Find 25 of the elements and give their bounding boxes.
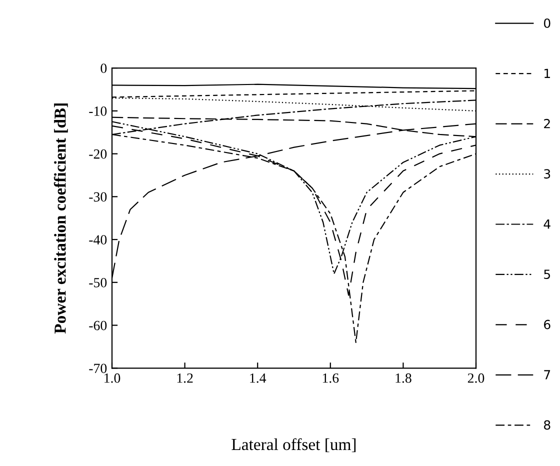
x-tick-label: 2.0	[468, 373, 484, 383]
y-tick-label: -10	[89, 106, 107, 116]
legend-label: 0	[544, 18, 550, 28]
y-tick-label: -30	[89, 192, 107, 202]
legend-label: 7	[544, 370, 550, 380]
y-tick-label: 0	[100, 64, 107, 73]
x-axis-title: Lateral offset [um]	[232, 438, 356, 452]
y-tick-label: -20	[89, 149, 107, 159]
y-tick-label: -60	[89, 320, 107, 330]
x-tick-label: 1.2	[177, 373, 193, 383]
legend-label: 8	[544, 420, 550, 430]
y-tick-label: -70	[89, 364, 107, 374]
y-axis-title: Power excitation coefficient [dB]	[54, 104, 68, 334]
x-tick-label: 1.6	[322, 373, 339, 383]
y-tick-label: -40	[89, 235, 107, 244]
legend-label: 3	[544, 169, 550, 179]
legend-label: 6	[544, 320, 550, 330]
legend-label: 1	[544, 68, 550, 78]
legend-label: 4	[544, 220, 550, 229]
legend-label: 5	[544, 270, 550, 280]
y-tick-label: -50	[89, 278, 107, 288]
x-tick-label: 1.0	[104, 373, 120, 383]
legend-label: 2	[544, 118, 550, 128]
x-tick-label: 1.4	[250, 373, 266, 383]
x-tick-label: 1.8	[396, 373, 412, 383]
